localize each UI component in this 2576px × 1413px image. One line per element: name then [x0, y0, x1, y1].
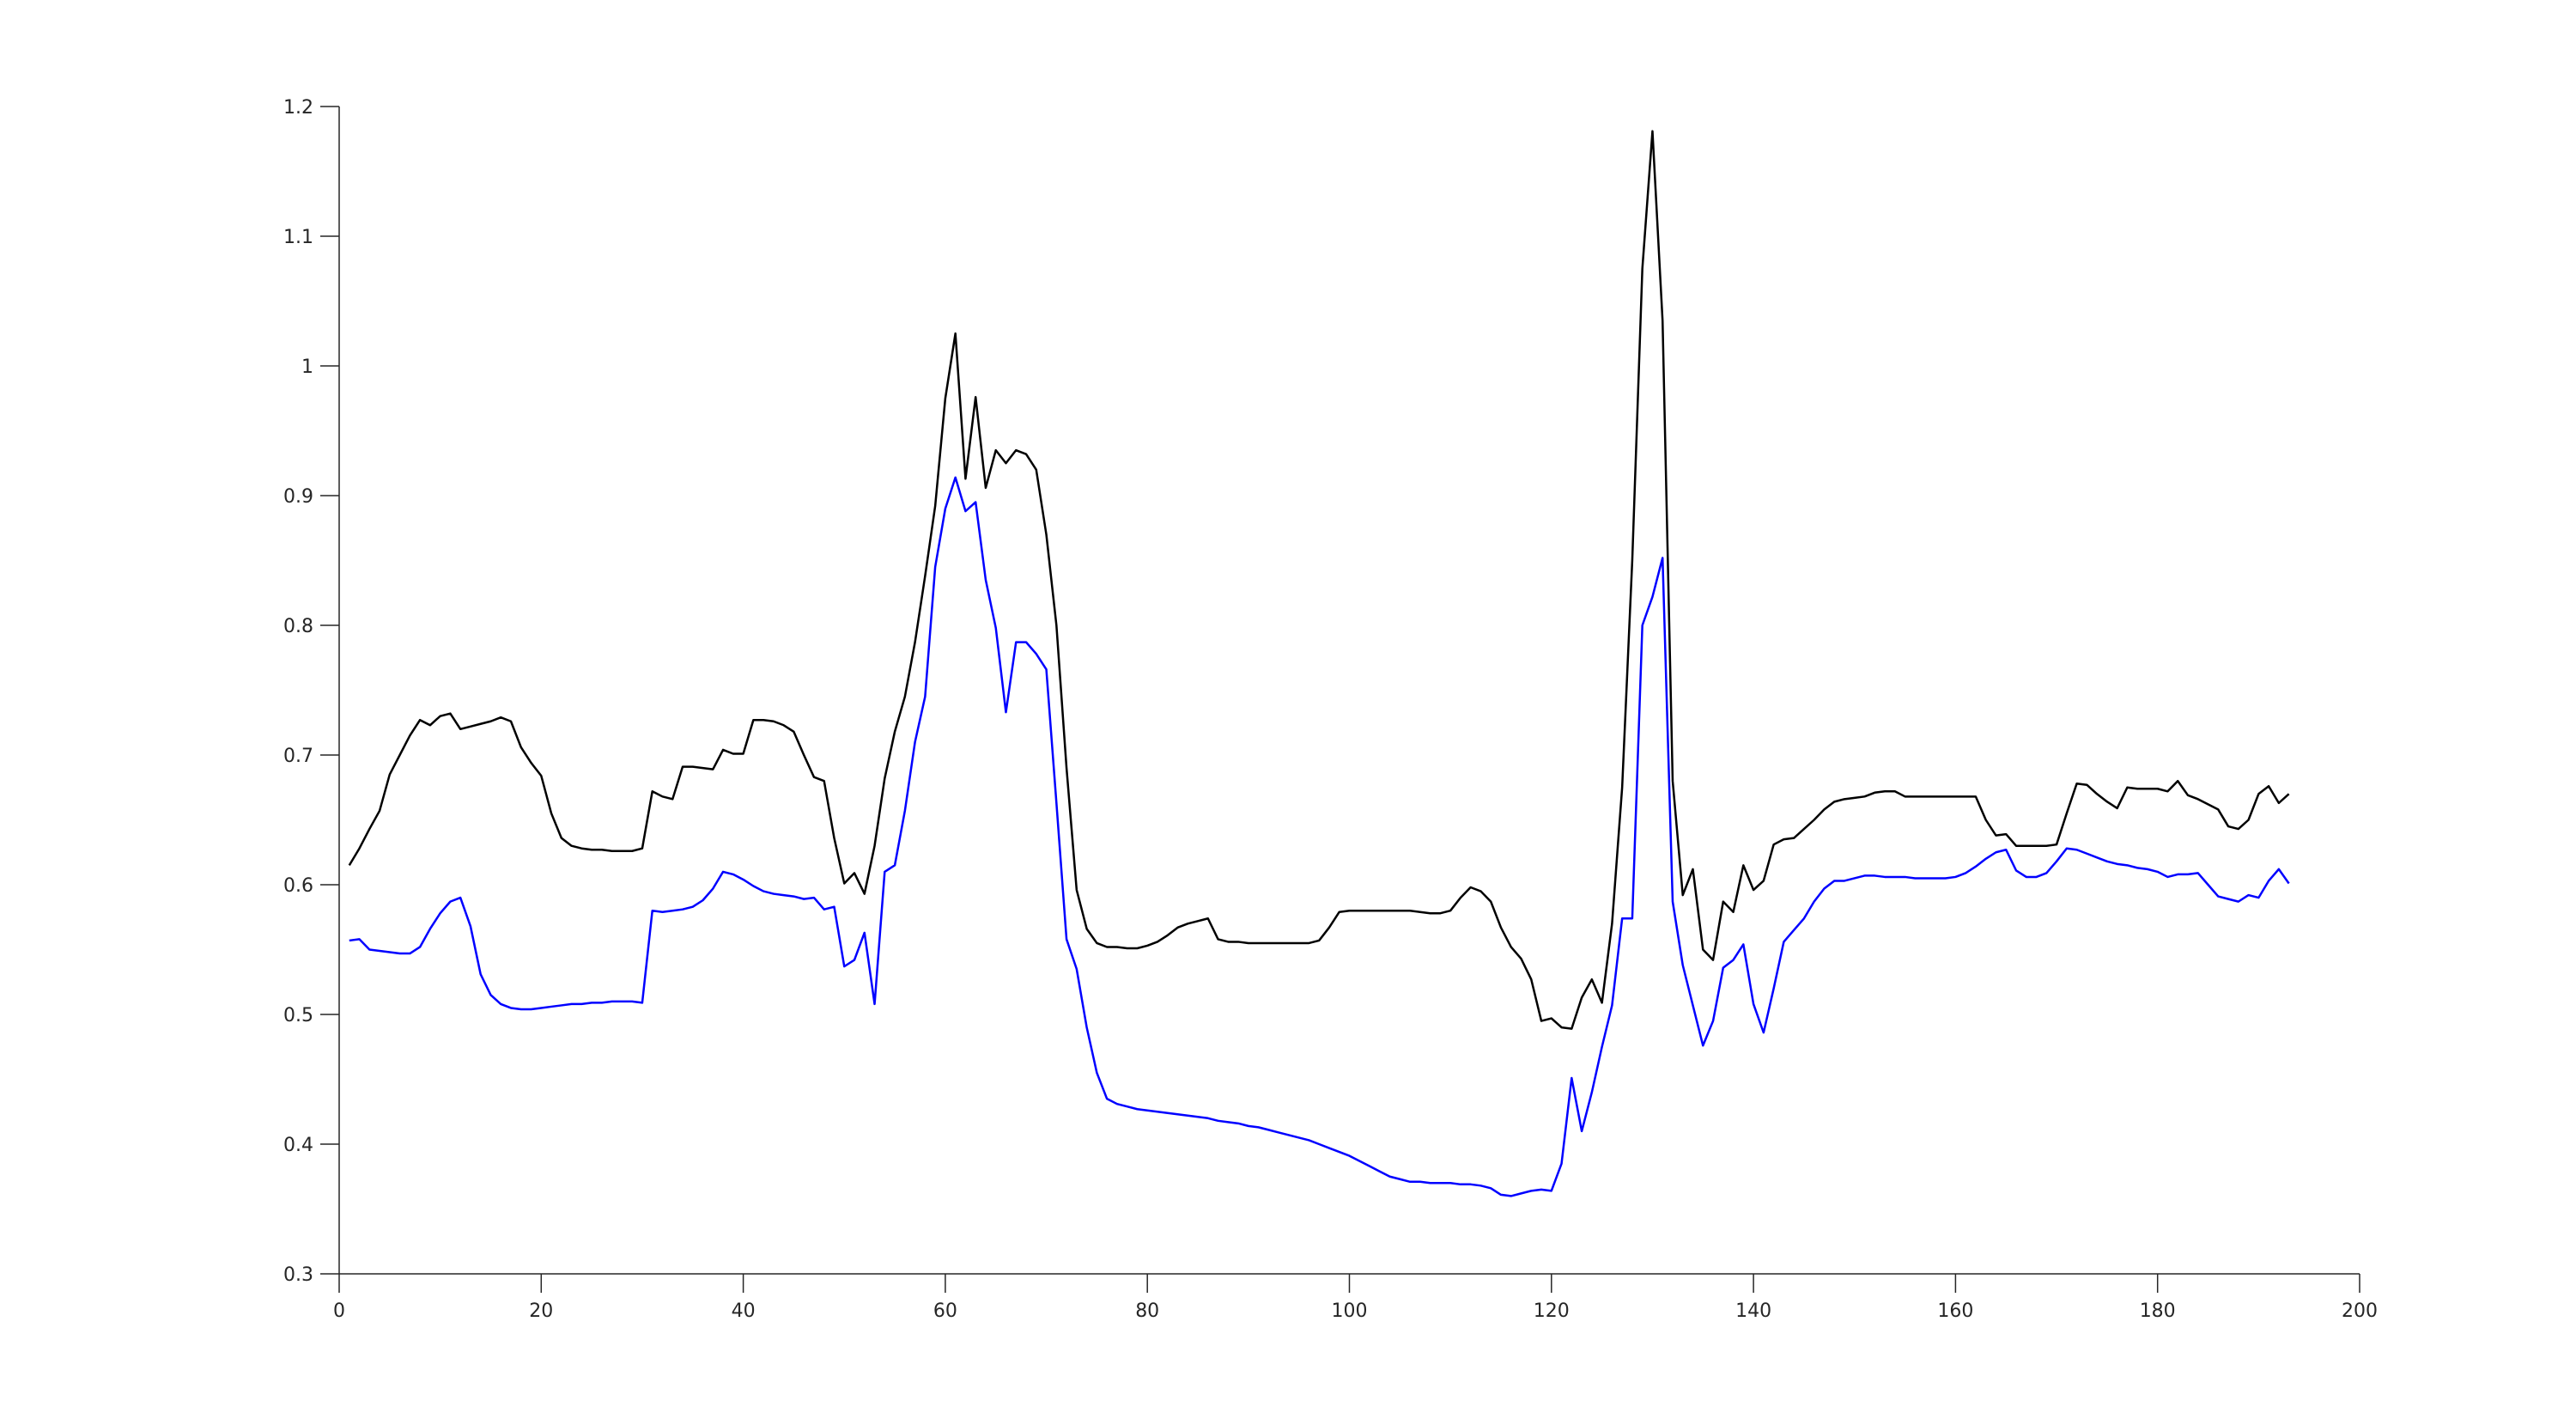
y-tick-label: 0.5: [283, 1005, 313, 1026]
y-tick-label: 0.3: [283, 1264, 313, 1286]
y-tick-label: 0.6: [283, 875, 313, 897]
x-tick-label: 40: [732, 1300, 756, 1322]
x-tick-label: 140: [1735, 1300, 1771, 1322]
y-tick-label: 0.9: [283, 486, 313, 508]
x-tick-label: 100: [1332, 1300, 1368, 1322]
x-tick-label: 0: [333, 1300, 345, 1322]
x-tick-label: 20: [529, 1300, 553, 1322]
x-tick-label: 120: [1534, 1300, 1570, 1322]
y-tick-label: 0.4: [283, 1135, 313, 1156]
y-tick-label: 0.8: [283, 616, 313, 637]
data-line: [348, 130, 2290, 1030]
x-tick-label: 200: [2342, 1300, 2378, 1322]
data-line: [349, 476, 2290, 1197]
x-tick-label: 60: [933, 1300, 957, 1322]
x-tick-label: 180: [2140, 1300, 2176, 1322]
y-tick-label: 1.2: [283, 97, 313, 119]
y-tick-label: 0.7: [283, 746, 313, 767]
y-tick-label: 1: [301, 356, 313, 378]
x-tick-label: 160: [1937, 1300, 1973, 1322]
y-tick-label: 1.1: [283, 227, 313, 248]
x-tick-label: 80: [1135, 1300, 1159, 1322]
